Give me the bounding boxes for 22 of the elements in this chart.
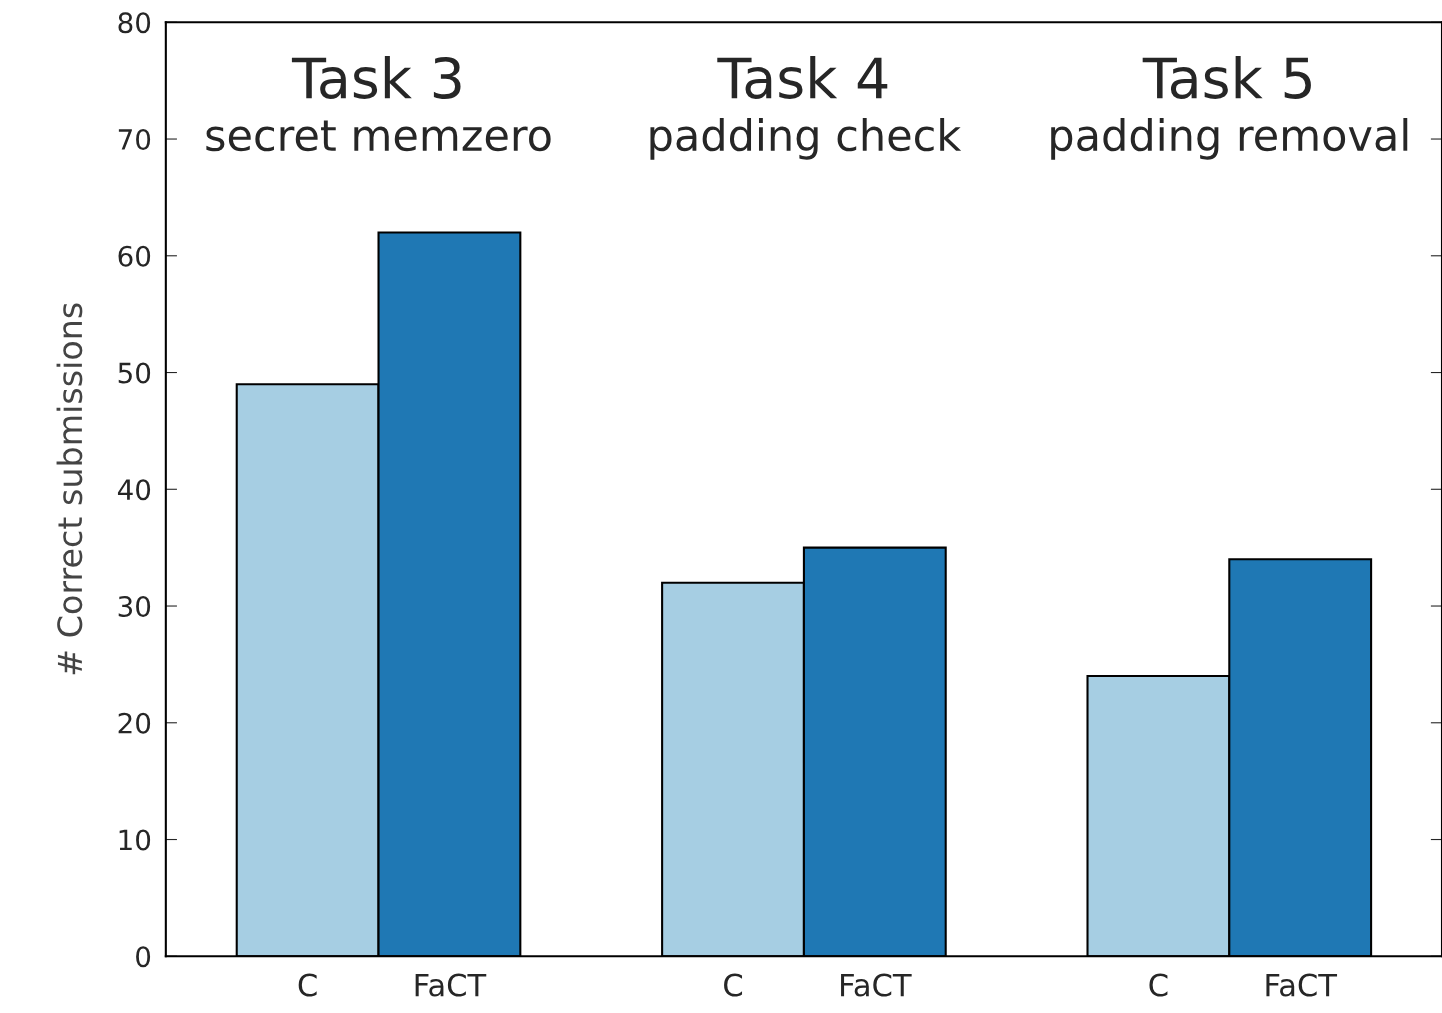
x-tick-label: FaCT (415, 973, 487, 997)
annotation: Task 3 (291, 55, 461, 99)
y-tick-label: 60 (118, 245, 151, 267)
x-tick-label: C (298, 973, 317, 997)
y-tick-label: 80 (118, 12, 151, 34)
x-tick-label: C (1149, 973, 1168, 997)
x-tick-label: FaCT (1266, 973, 1338, 997)
annotation: padding removal (1051, 117, 1408, 160)
y-tick-label: 20 (118, 712, 151, 734)
annotation: secret memzero (206, 120, 551, 152)
annotation: Task 5 (1142, 55, 1311, 99)
y-tick-label: 10 (119, 829, 151, 851)
y-tick-label: 30 (118, 595, 151, 617)
y-tick-label: 40 (117, 479, 151, 501)
y-tick-label: 50 (118, 362, 151, 384)
y-axis-title: # Correct submissions (56, 303, 83, 675)
y-tick-label: 70 (118, 128, 151, 150)
y-tick-label: 0 (136, 946, 151, 968)
annotation: padding check (650, 117, 962, 160)
x-tick-label: C (724, 973, 743, 997)
annotation: Task 4 (717, 55, 888, 99)
x-tick-label: FaCT (841, 973, 912, 997)
